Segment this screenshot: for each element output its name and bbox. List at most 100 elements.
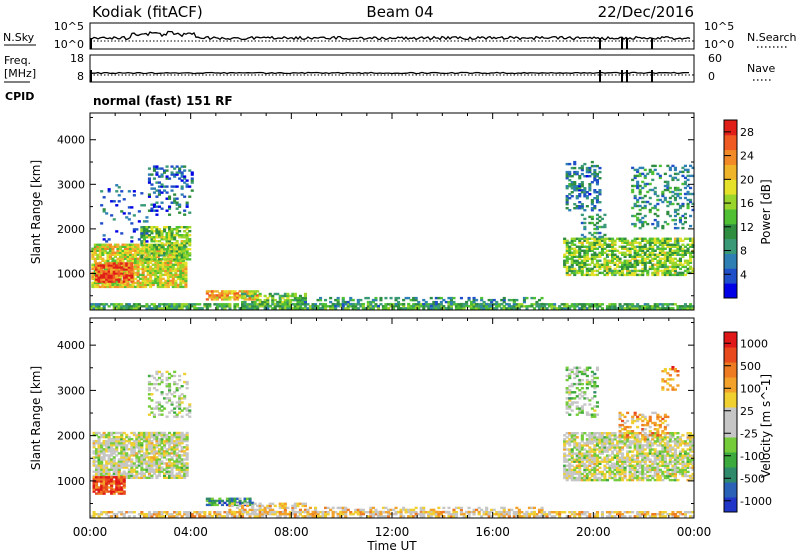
data-cell (679, 197, 682, 199)
data-cell (586, 205, 589, 207)
data-cell (181, 416, 184, 418)
data-cell (314, 305, 317, 307)
data-cell (669, 187, 672, 189)
nsky-tick-top: 10^5 (54, 20, 84, 33)
data-cell (666, 211, 669, 213)
data-cell (503, 297, 506, 299)
data-cell (103, 208, 106, 210)
data-cell (140, 446, 143, 448)
data-cell (188, 409, 191, 411)
data-cell (155, 373, 158, 375)
data-cell (155, 389, 158, 391)
data-cell (155, 210, 158, 212)
data-cell (140, 240, 143, 242)
data-cell (480, 515, 483, 517)
data-cell (578, 175, 581, 177)
data-cell (153, 414, 156, 416)
data-cell (181, 401, 184, 403)
data-cell (110, 515, 113, 517)
data-cell (173, 391, 176, 393)
data-cell (581, 203, 584, 205)
data-cell (140, 252, 143, 254)
data-cell (176, 198, 179, 200)
data-cell (186, 446, 189, 448)
data-cell (681, 227, 684, 229)
data-cell (128, 218, 131, 220)
data-cell (176, 383, 179, 385)
data-cell (379, 297, 382, 299)
data-cell (188, 403, 191, 405)
data-cell (178, 379, 181, 381)
data-cell (155, 171, 158, 173)
data-cell (679, 189, 682, 191)
data-cell (644, 195, 647, 197)
data-cell (634, 195, 637, 197)
data-cell (176, 240, 179, 242)
data-cell (603, 214, 606, 216)
data-cell (173, 407, 176, 409)
data-cell (148, 177, 151, 179)
data-cell (259, 503, 262, 505)
data-cell (186, 469, 189, 471)
data-cell (100, 204, 103, 206)
data-cell (656, 195, 659, 197)
data-cell (168, 177, 171, 179)
data-cell (168, 397, 171, 399)
data-cell (198, 303, 201, 305)
data-cell (113, 458, 116, 460)
data-cell (150, 173, 153, 175)
data-cell (274, 505, 277, 507)
data-cell (100, 190, 103, 192)
data-cell (359, 515, 362, 517)
data-cell (588, 515, 591, 517)
data-cell (113, 218, 116, 220)
data-cell (208, 511, 211, 513)
data-cell (148, 193, 151, 195)
data-cell (150, 515, 153, 517)
data-cell (601, 307, 604, 309)
data-cell (193, 515, 196, 517)
data-cell (430, 515, 433, 517)
data-cell (583, 236, 586, 238)
data-cell (168, 206, 171, 208)
velocity-background (90, 318, 694, 518)
data-cell (598, 189, 601, 191)
data-cell (646, 511, 649, 513)
data-cell (299, 295, 302, 297)
data-cell (173, 375, 176, 377)
data-cell (254, 293, 257, 295)
data-cell (155, 379, 158, 381)
data-cell (188, 230, 191, 232)
data-cell (133, 194, 136, 196)
data-cell (188, 196, 191, 198)
data-cell (455, 515, 458, 517)
data-cell (581, 181, 584, 183)
data-cell (123, 515, 126, 517)
data-cell (684, 515, 687, 517)
data-cell (158, 475, 161, 477)
data-cell (674, 223, 677, 225)
data-cell (148, 414, 151, 416)
date-title: 22/Dec/2016 (598, 3, 694, 21)
data-cell (241, 505, 244, 507)
data-cell (161, 208, 164, 210)
data-cell (115, 204, 118, 206)
data-cell (173, 411, 176, 413)
data-cell (342, 297, 345, 299)
data-cell (176, 414, 179, 416)
data-cell (437, 515, 440, 517)
data-cell (123, 478, 126, 480)
data-cell (649, 183, 652, 185)
data-cell (294, 293, 297, 295)
data-cell (528, 515, 531, 517)
data-cell (583, 226, 586, 228)
data-cell (664, 197, 667, 199)
data-cell (649, 203, 652, 205)
y-tick-label: 2000 (57, 223, 85, 236)
data-cell (231, 503, 234, 505)
data-cell (593, 236, 596, 238)
data-cell (324, 515, 327, 517)
data-cell (188, 234, 191, 236)
data-cell (130, 240, 133, 242)
data-cell (666, 183, 669, 185)
